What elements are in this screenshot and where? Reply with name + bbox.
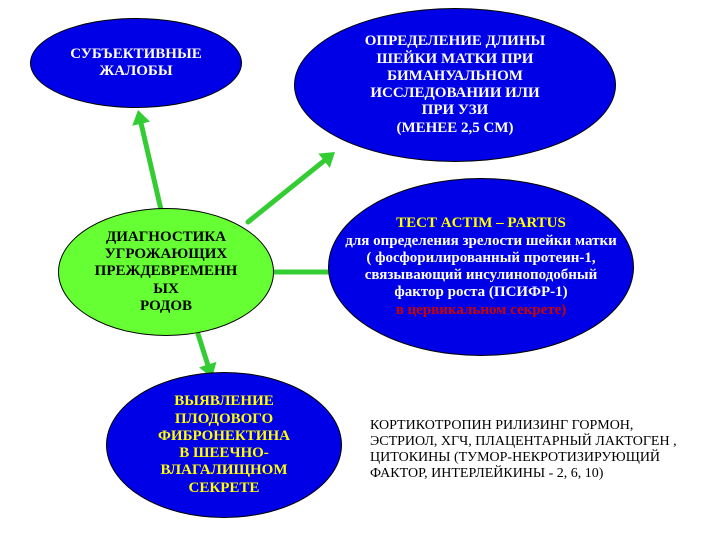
diagram-canvas: ДИАГНОСТИКА УГРОЖАЮЩИХ ПРЕЖДЕВРЕМЕНН ЫХ … xyxy=(0,0,720,540)
node-center-text: ДИАГНОСТИКА УГРОЖАЮЩИХ ПРЕЖДЕВРЕМЕНН ЫХ … xyxy=(70,229,263,315)
node-fibronectin: ВЫЯВЛЕНИЕ ПЛОДОВОГО ФИБРОНЕКТИНА В ШЕЕЧН… xyxy=(106,372,342,518)
node-subjective-complaints: СУБЪЕКТИВНЫЕ ЖАЛОБЫ xyxy=(30,18,242,108)
node-n3-text: ТЕСТ ACTIM – PARTUSдля определения зрело… xyxy=(344,215,618,319)
node-n4-text: ВЫЯВЛЕНИЕ ПЛОДОВОГО ФИБРОНЕКТИНА В ШЕЕЧН… xyxy=(119,393,330,497)
node-center: ДИАГНОСТИКА УГРОЖАЮЩИХ ПРЕЖДЕВРЕМЕНН ЫХ … xyxy=(58,208,274,336)
node-n1-text: СУБЪЕКТИВНЫЕ ЖАЛОБЫ xyxy=(42,46,231,81)
node-cervix-length: ОПРЕДЕЛЕНИЕ ДЛИНЫ ШЕЙКИ МАТКИ ПРИ БИМАНУ… xyxy=(294,8,616,162)
node-n2-text: ОПРЕДЕЛЕНИЕ ДЛИНЫ ШЕЙКИ МАТКИ ПРИ БИМАНУ… xyxy=(311,33,599,137)
node-actim-partus: ТЕСТ ACTIM – PARTUSдля определения зрело… xyxy=(328,178,634,356)
caption-text: КОРТИКОТРОПИН РИЛИЗИНГ ГОРМОН, ЭСТРИОЛ, … xyxy=(370,418,700,482)
